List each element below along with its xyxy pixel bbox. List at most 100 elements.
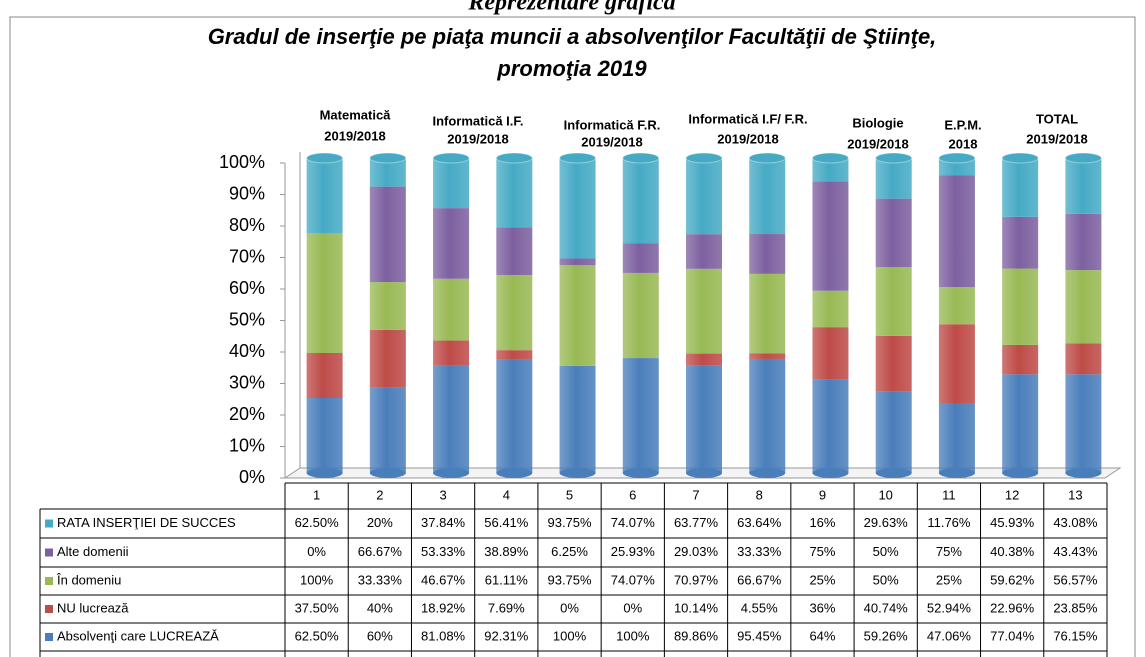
cylinder-base bbox=[812, 468, 849, 478]
data-label: 25% bbox=[809, 572, 835, 587]
bar-segment bbox=[749, 358, 786, 473]
bar-segment bbox=[559, 265, 596, 366]
cylinder-base bbox=[306, 468, 343, 478]
data-label: 40% bbox=[367, 600, 393, 615]
chart-title: Gradul de inserţie pe piaţa muncii a abs… bbox=[208, 24, 937, 49]
data-label: 75% bbox=[809, 544, 835, 559]
data-label: 7.69% bbox=[488, 600, 525, 615]
x-tick-label: 2 bbox=[376, 487, 383, 502]
y-tick-label: 90% bbox=[229, 183, 265, 203]
data-label: 56.57% bbox=[1053, 572, 1098, 587]
bar-segment bbox=[369, 387, 406, 473]
legend-label: Absolvenţi care LUCREAZĂ bbox=[57, 628, 219, 643]
x-tick-label: 9 bbox=[819, 487, 826, 502]
bar-segment bbox=[1002, 268, 1039, 345]
y-tick-label: 60% bbox=[229, 278, 265, 298]
data-label: 89.86% bbox=[674, 628, 719, 643]
chart-subtitle: promoţia 2019 bbox=[496, 56, 647, 81]
x-tick-label: 10 bbox=[878, 487, 892, 502]
group-label: 2018 bbox=[949, 136, 978, 151]
legend-label: Alte domenii bbox=[57, 544, 129, 559]
legend-key bbox=[45, 605, 53, 613]
data-label: 66.67% bbox=[358, 544, 403, 559]
data-label: 81.08% bbox=[421, 628, 466, 643]
group-label: TOTAL bbox=[1036, 111, 1078, 126]
data-label: 74.07% bbox=[611, 572, 656, 587]
group-label: 2019/2018 bbox=[581, 134, 642, 149]
cylinder-base bbox=[369, 468, 406, 478]
y-tick-label: 80% bbox=[229, 215, 265, 235]
x-tick-label: 8 bbox=[756, 487, 763, 502]
legend-key bbox=[45, 577, 53, 585]
bar-segment bbox=[1002, 158, 1039, 217]
x-tick-label: 7 bbox=[692, 487, 699, 502]
data-label: 0% bbox=[307, 544, 326, 559]
bar-segment bbox=[1002, 374, 1039, 473]
data-label: 53.33% bbox=[421, 544, 466, 559]
data-label: 76.15% bbox=[1053, 628, 1098, 643]
data-label: 29.03% bbox=[674, 544, 719, 559]
bar-segment bbox=[938, 402, 975, 473]
bar-segment bbox=[938, 287, 975, 325]
data-label: 62.50% bbox=[295, 628, 340, 643]
data-label: 4.55% bbox=[741, 600, 778, 615]
bar-segment bbox=[875, 391, 912, 473]
group-label: Informatică I.F. bbox=[432, 113, 523, 128]
bar-segment bbox=[369, 282, 406, 330]
cylinder-base bbox=[1002, 468, 1039, 478]
bar-segment bbox=[686, 365, 722, 473]
bar-segment bbox=[938, 158, 975, 176]
cylinder-top bbox=[938, 152, 976, 164]
data-label: 62.50% bbox=[295, 515, 340, 530]
data-label: 23.85% bbox=[1053, 600, 1098, 615]
group-label: 2019/2018 bbox=[447, 131, 508, 146]
bar-segment bbox=[496, 359, 533, 473]
y-tick-label: 50% bbox=[229, 309, 265, 329]
group-label: Informatică I.F/ F.R. bbox=[688, 111, 807, 126]
cylinder-top bbox=[685, 152, 723, 164]
data-label: 56.41% bbox=[484, 515, 529, 530]
cylinder-base bbox=[496, 468, 533, 478]
data-label: 47.06% bbox=[927, 628, 972, 643]
data-label: 37.50% bbox=[295, 600, 340, 615]
cylinder-top bbox=[495, 152, 533, 164]
data-label: 10.14% bbox=[674, 600, 719, 615]
data-label: 66.67% bbox=[737, 572, 782, 587]
legend-key bbox=[45, 548, 53, 557]
bar-segment bbox=[622, 358, 659, 473]
legend-key bbox=[45, 633, 53, 641]
y-tick-label: 40% bbox=[229, 341, 265, 361]
bar-segment bbox=[812, 181, 849, 291]
bar-segment bbox=[686, 158, 722, 235]
heading: Reprezentare grafică bbox=[467, 0, 675, 16]
data-label: 60% bbox=[367, 628, 393, 643]
group-label: Matematică bbox=[320, 107, 392, 122]
group-label: E.P.M. bbox=[944, 117, 981, 132]
data-label: 45.93% bbox=[990, 515, 1035, 530]
bar-segment bbox=[938, 324, 975, 403]
bar-segment bbox=[496, 275, 533, 351]
data-label: 46.67% bbox=[421, 572, 466, 587]
bar-segment bbox=[1065, 158, 1102, 214]
cylinder-base bbox=[749, 468, 786, 478]
group-label: 2019/2018 bbox=[1026, 131, 1087, 146]
bar-segment bbox=[875, 198, 912, 268]
bar-segment bbox=[622, 243, 659, 273]
bar-segment bbox=[749, 158, 786, 235]
data-label: 33.33% bbox=[737, 544, 782, 559]
data-label: 64% bbox=[809, 628, 835, 643]
x-tick-label: 1 bbox=[313, 487, 320, 502]
data-label: 16% bbox=[809, 515, 835, 530]
data-label: 95.45% bbox=[737, 628, 782, 643]
data-label: 18.92% bbox=[421, 600, 466, 615]
cylinder-top bbox=[748, 152, 786, 164]
data-label: 93.75% bbox=[547, 572, 592, 587]
bar-segment bbox=[306, 233, 343, 353]
group-label: 2019/2018 bbox=[847, 136, 908, 151]
bar-segment bbox=[559, 158, 596, 259]
data-label: 52.94% bbox=[927, 600, 972, 615]
data-label: 33.33% bbox=[358, 572, 403, 587]
x-tick-label: 5 bbox=[566, 487, 573, 502]
cylinder-top bbox=[811, 152, 849, 164]
